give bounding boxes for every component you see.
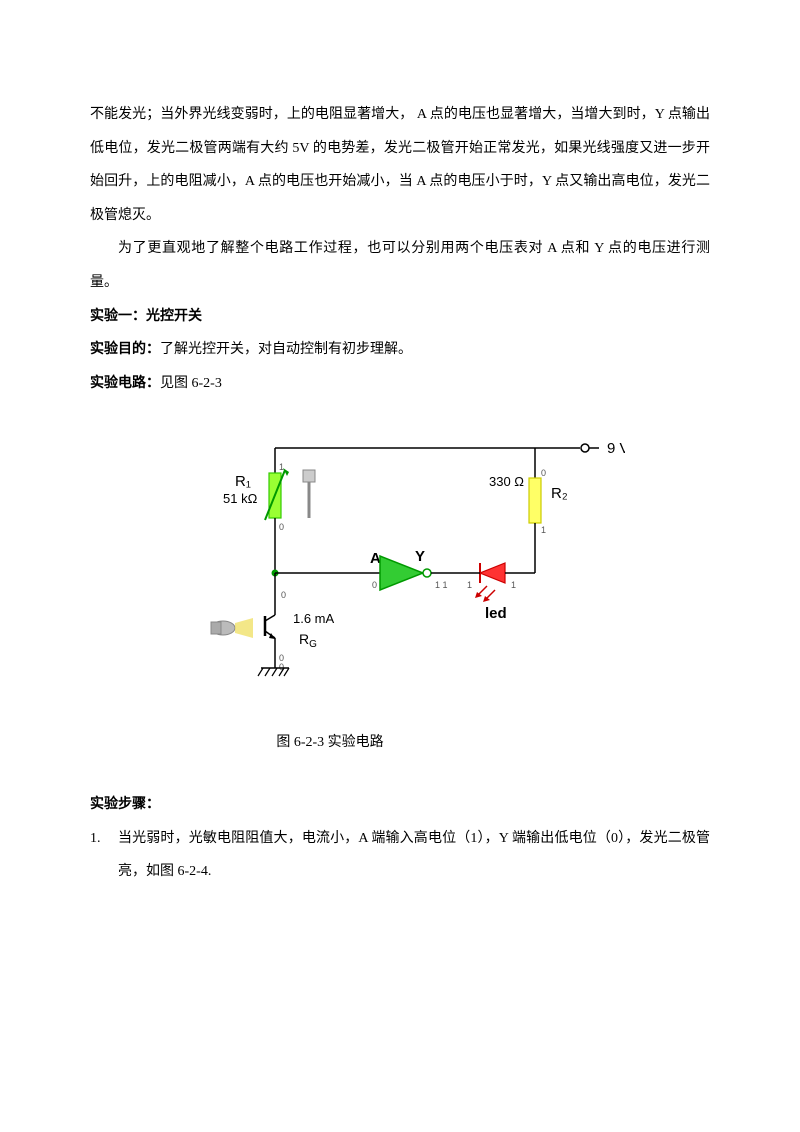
r1-value: 51 kΩ [223, 491, 258, 506]
svg-text:1: 1 [279, 462, 284, 472]
circuit-text: 见图 6-2-3 [160, 376, 222, 391]
goal-label: 实验目的： [90, 342, 160, 357]
resistor-r2 [529, 478, 541, 523]
figure-caption: 图 6-2-3 实验电路 [90, 726, 710, 760]
paragraph-2: 为了更直观地了解整个电路工作过程，也可以分别用两个电压表对 A 点和 Y 点的电… [90, 232, 710, 299]
slider-icon [303, 470, 315, 482]
experiment-goal: 实验目的：了解光控开关，对自动控制有初步理解。 [90, 333, 710, 367]
svg-text:1: 1 [511, 580, 516, 590]
svg-text:0: 0 [372, 580, 377, 590]
terminal-icon [581, 444, 589, 452]
svg-text:0: 0 [279, 662, 284, 672]
paragraph-1: 不能发光；当外界光线变弱时，上的电阻显著增大， A 点的电压也显著增大，当增大到… [90, 98, 710, 232]
circuit-figure: 9 V 1 R₁ 51 kΩ 0 A 0 [90, 418, 710, 718]
r1-label: R₁ [235, 473, 251, 490]
step-item: 1. 当光弱时，光敏电阻阻值大，电流小，A 端输入高电位（1），Y 端输出低电位… [90, 822, 710, 889]
r2-value: 330 Ω [489, 474, 524, 489]
svg-text:0: 0 [281, 590, 286, 600]
svg-text:1 1: 1 1 [435, 580, 448, 590]
circuit-svg: 9 V 1 R₁ 51 kΩ 0 A 0 [175, 418, 625, 718]
svg-text:0: 0 [541, 468, 546, 478]
svg-text:1: 1 [541, 525, 546, 535]
svg-text:1: 1 [467, 580, 472, 590]
node-y-label: Y [415, 548, 425, 565]
svg-text:0: 0 [279, 522, 284, 532]
current-label: 1.6 mA [293, 611, 335, 626]
r2-label: R₂ [551, 485, 568, 502]
voltage-label: 9 V [607, 440, 625, 457]
step-number: 1. [90, 822, 118, 889]
rg-label: RG [299, 631, 317, 650]
steps-heading: 实验步骤： [90, 788, 710, 822]
led-icon [480, 563, 505, 583]
circuit-label: 实验电路： [90, 376, 160, 391]
experiment-title: 实验一：光控开关 [90, 300, 710, 334]
experiment-circuit: 实验电路：见图 6-2-3 [90, 367, 710, 401]
goal-text: 了解光控开关，对自动控制有初步理解。 [160, 342, 412, 357]
light-beam-icon [235, 618, 253, 638]
led-label: led [485, 605, 507, 622]
step-text: 当光弱时，光敏电阻阻值大，电流小，A 端输入高电位（1），Y 端输出低电位（0）… [118, 822, 710, 889]
